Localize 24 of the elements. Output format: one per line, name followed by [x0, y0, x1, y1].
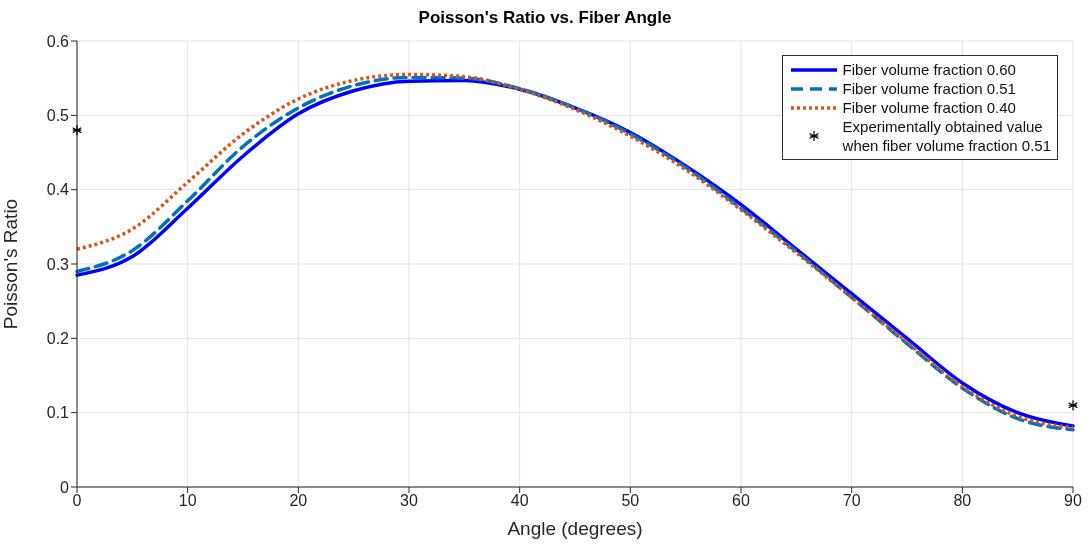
x-tick-label: 30	[400, 492, 418, 510]
x-tick-label: 90	[1064, 492, 1082, 510]
y-tick-label: 0.4	[46, 181, 70, 199]
chart-title: Poisson's Ratio vs. Fiber Angle	[417, 8, 673, 28]
legend-label: Experimentally obtained value when fiber volume fraction 0.51	[842, 117, 1051, 155]
y-axis-title: Poisson's Ratio	[0, 198, 21, 330]
x-tick-label: 50	[621, 492, 640, 510]
y-tick-label: 0.5	[46, 107, 70, 125]
x-tick-label: 0	[72, 492, 82, 510]
x-tick-label: 10	[178, 492, 197, 510]
legend-label: Fiber volume fraction 0.60	[842, 60, 1016, 79]
x-tick-label: 20	[289, 492, 308, 510]
y-tick-label: 0.6	[46, 32, 70, 50]
y-tick-label: 0.3	[46, 255, 70, 273]
x-axis-title: Angle (degrees)	[507, 518, 643, 539]
x-tick-label: 70	[842, 492, 861, 510]
y-tick-label: 0.2	[46, 330, 70, 348]
x-tick-label: 60	[732, 492, 750, 510]
x-tick-label: 40	[510, 492, 529, 510]
y-tick-label: 0	[60, 478, 70, 496]
legend-label: Fiber volume fraction 0.51	[842, 79, 1016, 98]
legend-label: Fiber volume fraction 0.40	[842, 98, 1016, 117]
y-tick-label: 0.1	[46, 404, 70, 422]
x-tick-label: 80	[953, 492, 972, 510]
